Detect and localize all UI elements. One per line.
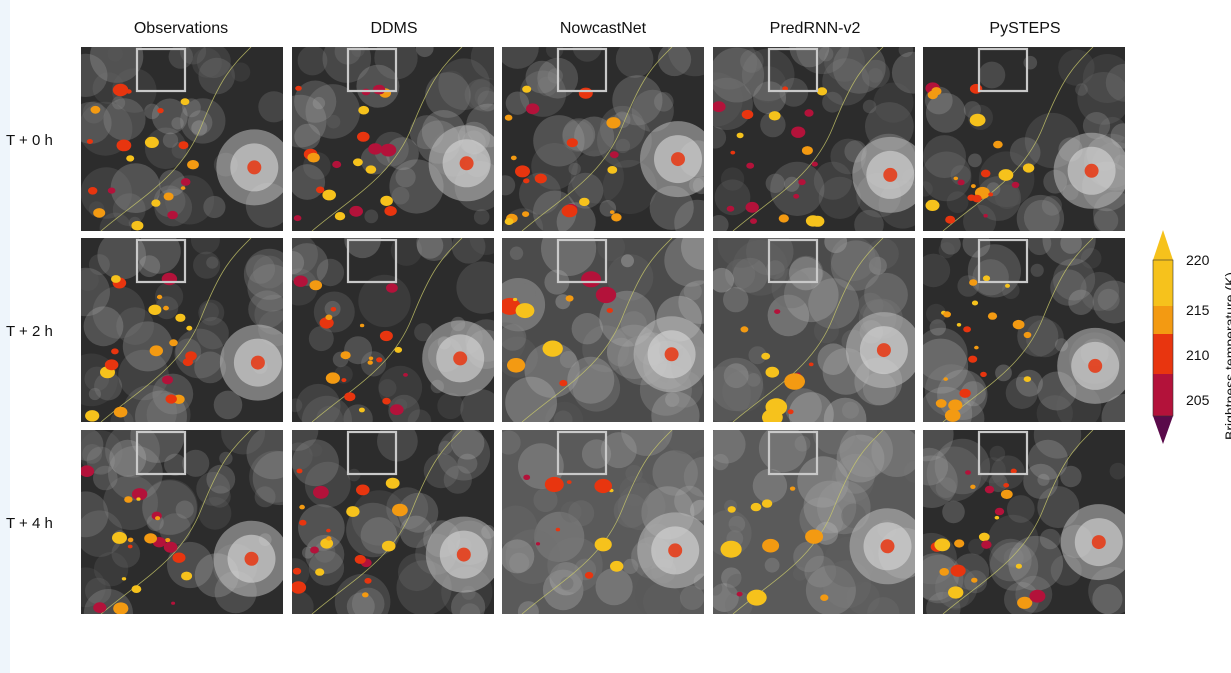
column-title-predrnn-v2: PredRNN-v2 [769, 20, 861, 37]
colorbar-segment-220 [1153, 260, 1173, 306]
column-title-pysteps: PySTEPS [989, 20, 1061, 37]
satellite-tile-observations-t2 [81, 238, 283, 422]
colorbar-top-arrow [1153, 230, 1173, 260]
column-title-nowcastnet: NowcastNet [559, 20, 647, 37]
colorbar-segment-red [1153, 334, 1173, 374]
satellite-tile-pysteps-t0 [923, 47, 1125, 231]
colorbar-segment-205 [1153, 374, 1173, 416]
column-title-observations: Observations [133, 20, 229, 37]
colorbar-tick-210: 210 [1186, 347, 1210, 363]
satellite-tile-predrnn-v2-t4 [713, 430, 915, 614]
satellite-tile-observations-t4 [81, 430, 283, 614]
column-title-ddms: DDMS [370, 20, 418, 37]
left-margin-strip [0, 0, 10, 673]
satellite-tile-pysteps-t4 [923, 430, 1125, 614]
row-label-t4: T + 4 h [6, 515, 53, 532]
colorbar-tick-215: 215 [1186, 302, 1210, 318]
satellite-tile-observations-t0 [81, 47, 283, 231]
satellite-tile-pysteps-t2 [923, 238, 1125, 422]
colorbar-axis-label: Brightness temperature (K) [1222, 271, 1231, 440]
satellite-tile-nowcastnet-t2 [502, 238, 704, 422]
colorbar [1152, 230, 1174, 444]
row-label-t2: T + 2 h [6, 323, 53, 340]
satellite-tile-predrnn-v2-t2 [713, 238, 915, 422]
row-label-t0: T + 0 h [6, 132, 53, 149]
satellite-tile-ddms-t0 [292, 47, 494, 231]
colorbar-tick-220: 220 [1186, 252, 1210, 268]
colorbar-tick-205: 205 [1186, 392, 1210, 408]
satellite-tile-nowcastnet-t4 [502, 430, 704, 614]
satellite-tile-predrnn-v2-t0 [713, 47, 915, 231]
satellite-tile-ddms-t4 [292, 430, 494, 614]
satellite-tile-nowcastnet-t0 [502, 47, 704, 231]
colorbar-bottom-arrow [1153, 416, 1173, 444]
satellite-tile-ddms-t2 [292, 238, 494, 422]
